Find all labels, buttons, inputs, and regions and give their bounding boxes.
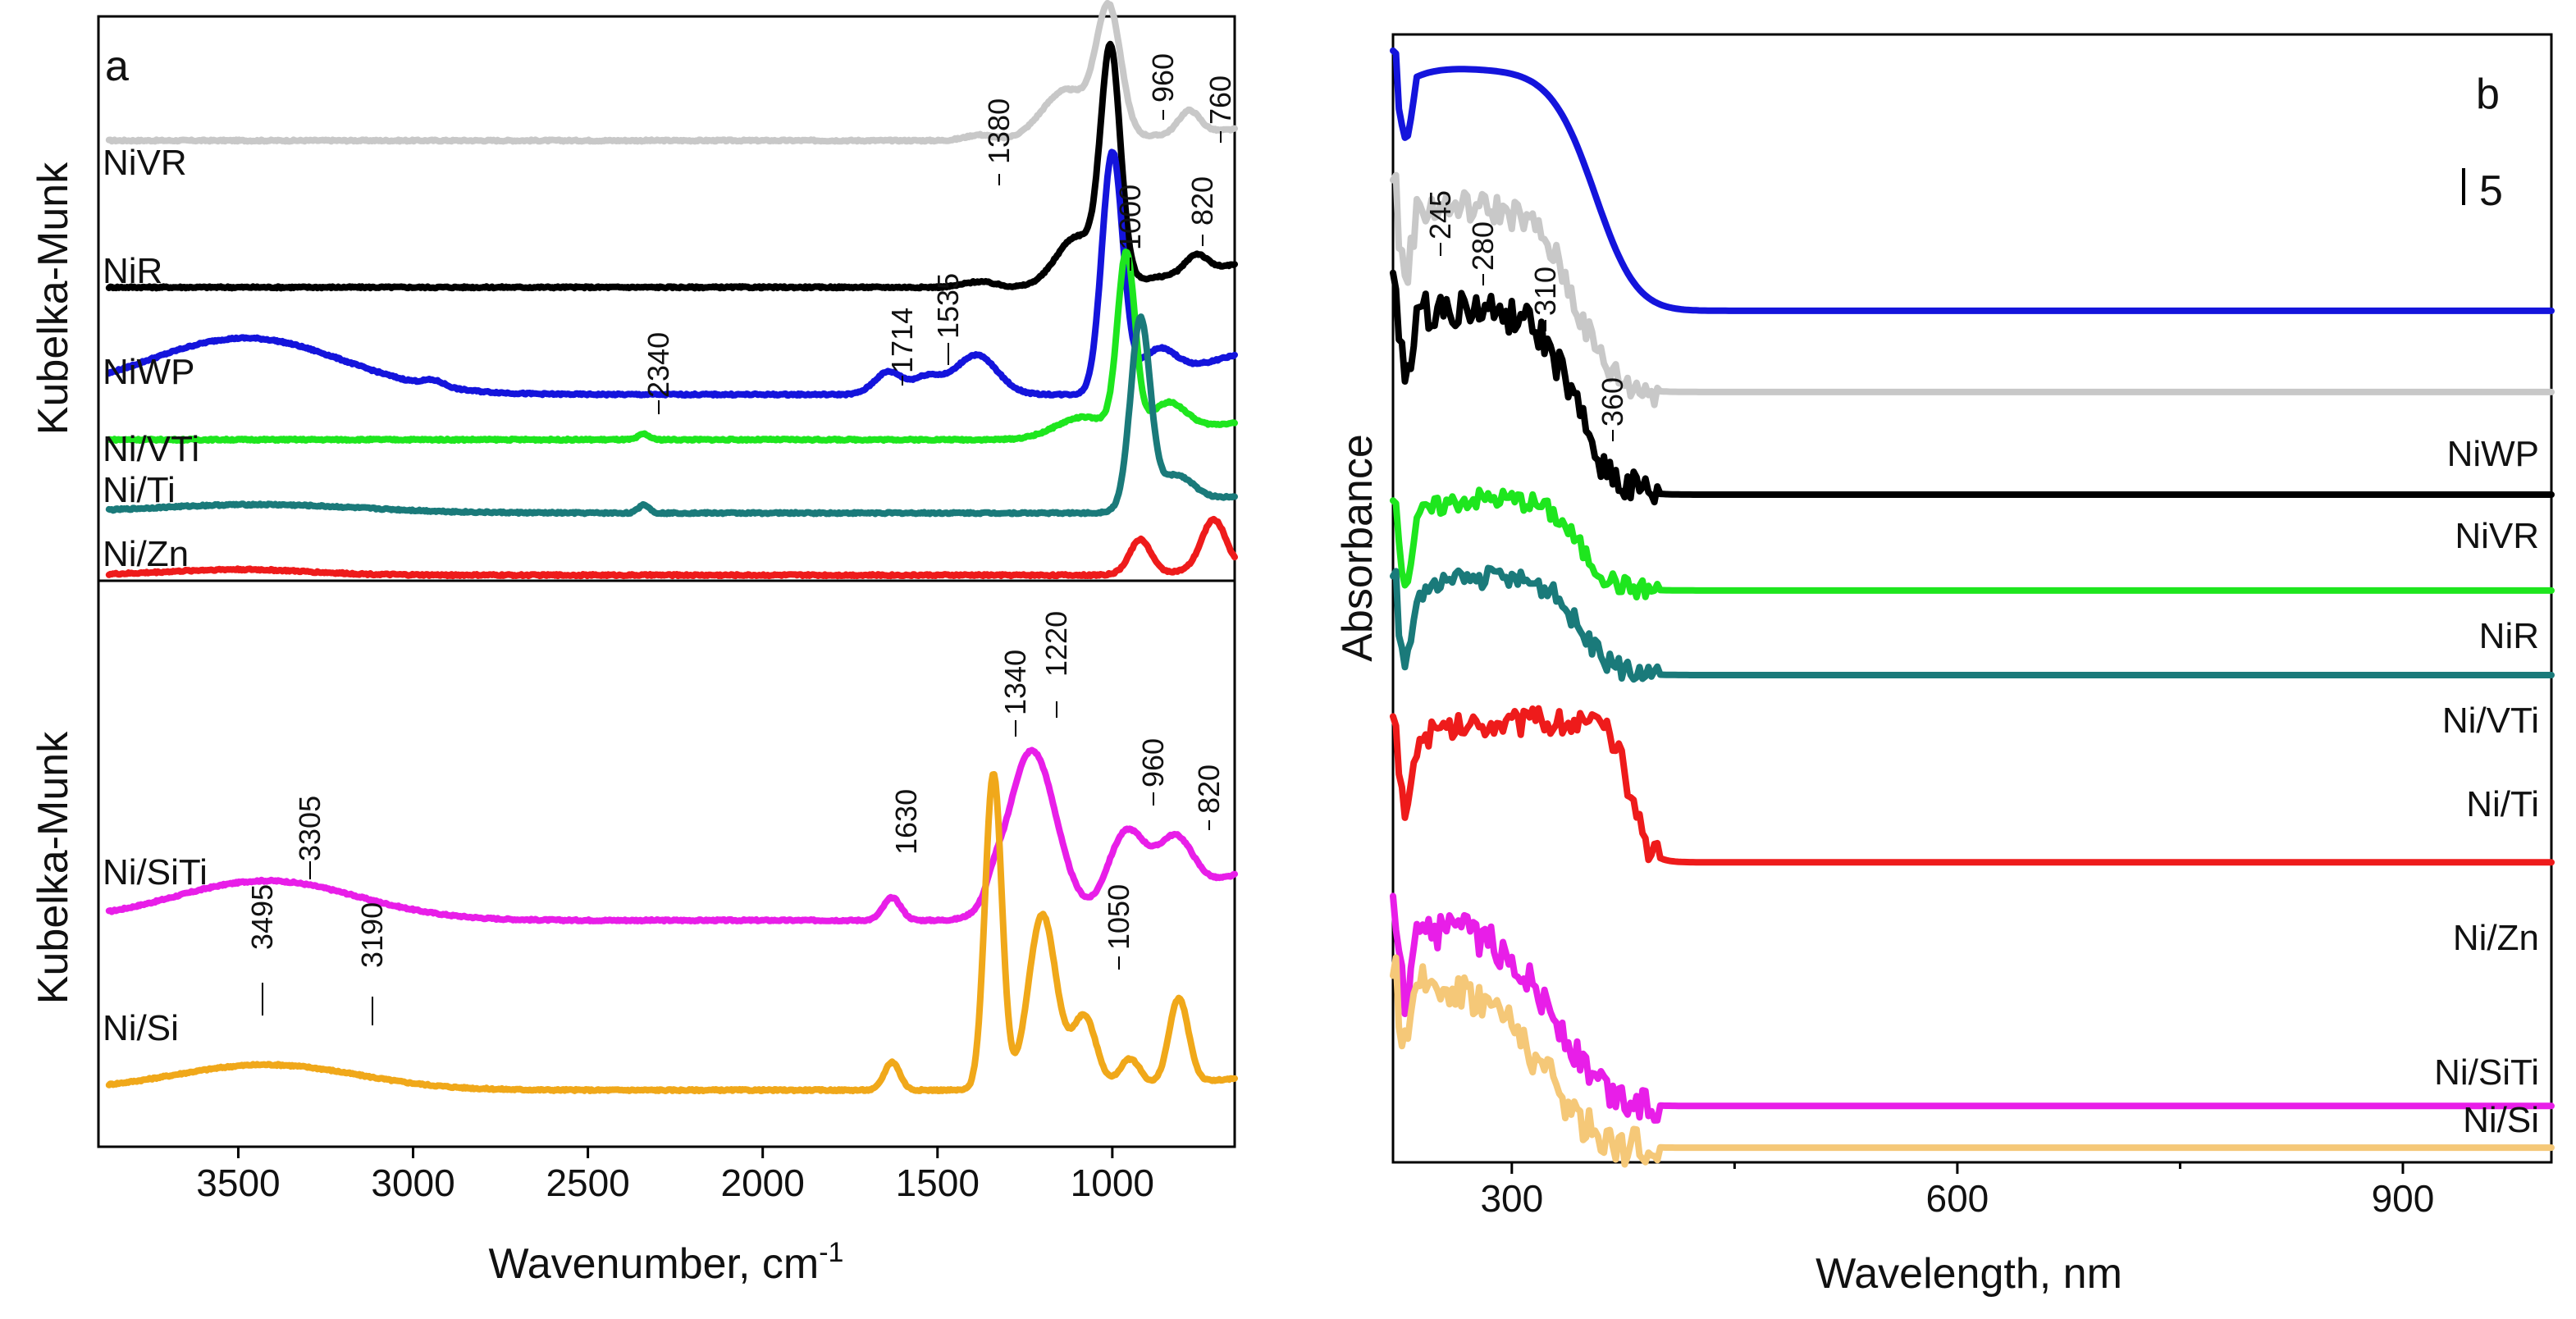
b-series-ni-si — [1390, 954, 2555, 1168]
series-label-b-nizn: Ni/Zn — [2453, 918, 2539, 958]
peak-label-1340: 1340 — [998, 650, 1032, 715]
peak-label-280: 280 — [1466, 221, 1500, 271]
x-tick-label-2500: 2500 — [546, 1162, 629, 1204]
a-bottom-series-ni-si — [105, 771, 1238, 1094]
peak-label-245: 245 — [1423, 190, 1457, 240]
series-label-b-nivti: Ni/VTi — [2442, 701, 2539, 741]
peak-label-820-b: 820 — [1192, 764, 1226, 814]
peak-label-2340: 2340 — [642, 332, 675, 398]
x-tick-label-1000: 1000 — [1071, 1162, 1154, 1204]
a-bottom-series-group — [105, 746, 1238, 1094]
peak-label-360: 360 — [1596, 377, 1629, 427]
x-tick-label-900: 900 — [2372, 1177, 2435, 1220]
panel-letter-a: a — [105, 43, 129, 90]
panel-a-top-frame — [97, 15, 1236, 582]
peak-label-3190: 3190 — [355, 902, 389, 968]
series-label-nisi: Ni/Si — [103, 1008, 179, 1048]
a-top-series-group — [105, 0, 1238, 580]
a-top-series-nivr — [105, 0, 1238, 145]
y-axis-title-b: Absorbance — [1334, 434, 1382, 662]
series-label-nisiti: Ni/SiTi — [103, 852, 208, 892]
y-axis-title-top: Kubelka-Munk — [30, 162, 77, 435]
scale-bar-label: 5 — [2479, 167, 2503, 215]
b-series-ni-siti — [1390, 892, 2555, 1124]
b-series-ni-ti — [1390, 564, 2555, 683]
peak-label-820: 820 — [1185, 176, 1219, 226]
series-label-nir: NiR — [103, 251, 162, 291]
series-label-nizn: Ni/Zn — [103, 534, 189, 574]
peak-label-1050: 1050 — [1102, 884, 1135, 950]
a-top-series-niwp — [105, 148, 1238, 399]
a-top-series-ni-ti — [105, 313, 1238, 518]
a-top-series-ni-zn — [105, 515, 1238, 580]
x-tick-label-300: 300 — [1480, 1177, 1543, 1220]
b-series-nivr — [1390, 171, 2555, 408]
a-top-series-nir — [105, 40, 1238, 292]
b-series-niwp — [1390, 47, 2555, 314]
peak-label-3495: 3495 — [245, 884, 279, 950]
x-tick-label-1500: 1500 — [896, 1162, 980, 1204]
b-series-ni-vti — [1390, 486, 2555, 600]
b-series-nir — [1390, 269, 2555, 506]
peak-label-1380: 1380 — [982, 98, 1016, 164]
series-label-nivr: NiVR — [103, 143, 187, 183]
panel-a-top-chart: a Kubelka-Munk NiVR NiR NiWP Ni/VTi Ni/T… — [30, 0, 1238, 582]
x-tick-label-3000: 3000 — [371, 1162, 454, 1204]
peak-label-310: 310 — [1528, 267, 1562, 316]
peak-label-760: 760 — [1204, 75, 1237, 125]
series-label-b-nir: NiR — [2479, 616, 2539, 656]
series-label-b-nisiti: Ni/SiTi — [2434, 1052, 2539, 1093]
a-top-series-ni-vti — [105, 249, 1238, 444]
series-label-niti: Ni/Ti — [103, 470, 176, 510]
y-axis-title-bottom: Kubelka-Munk — [30, 731, 77, 1004]
peak-label-1535: 1535 — [931, 273, 965, 339]
x-axis-title-b: Wavelength, nm — [1816, 1250, 2122, 1298]
panel-letter-b: b — [2476, 71, 2500, 118]
series-label-b-nivr: NiVR — [2455, 516, 2539, 556]
panel-a-bottom-chart: Kubelka-Munk 3500 3000 2500 2000 1500 1000 Wa… — [30, 579, 1238, 1288]
x-tick-label-2000: 2000 — [721, 1162, 805, 1204]
peak-label-1630: 1630 — [889, 789, 923, 855]
peak-label-1220: 1220 — [1039, 611, 1073, 677]
panel-b-frame — [1391, 33, 2553, 1164]
peak-label-1000: 1000 — [1113, 185, 1147, 250]
b-x-ticks: 300 600 900 — [1480, 1162, 2434, 1220]
series-label-b-nisi: Ni/Si — [2463, 1100, 2539, 1140]
peak-label-3305: 3305 — [293, 796, 327, 861]
a-bottom-x-ticks: 3500 3000 2500 2000 1500 1000 — [196, 1147, 1154, 1204]
series-label-nivti: Ni/VTi — [103, 429, 199, 469]
x-axis-title-a: Wavenumber, cm-1 — [489, 1237, 844, 1288]
x-tick-label-3500: 3500 — [196, 1162, 280, 1204]
b-series-ni-zn — [1390, 705, 2555, 866]
b-series-group — [1390, 47, 2555, 1168]
peak-label-960-b: 960 — [1136, 738, 1170, 787]
peak-label-960: 960 — [1146, 53, 1180, 103]
panel-a-bottom-frame — [97, 579, 1236, 1148]
series-label-b-niti: Ni/Ti — [2466, 784, 2539, 824]
series-label-niwp: NiWP — [103, 352, 194, 392]
peak-label-1714: 1714 — [885, 308, 919, 373]
series-label-b-niwp: NiWP — [2447, 434, 2539, 474]
x-tick-label-600: 600 — [1926, 1177, 1989, 1220]
a-bottom-series-ni-siti — [105, 746, 1238, 924]
panel-b-chart: b 5 Absorbance 300 600 900 Wavelength, nm … — [1334, 33, 2555, 1298]
